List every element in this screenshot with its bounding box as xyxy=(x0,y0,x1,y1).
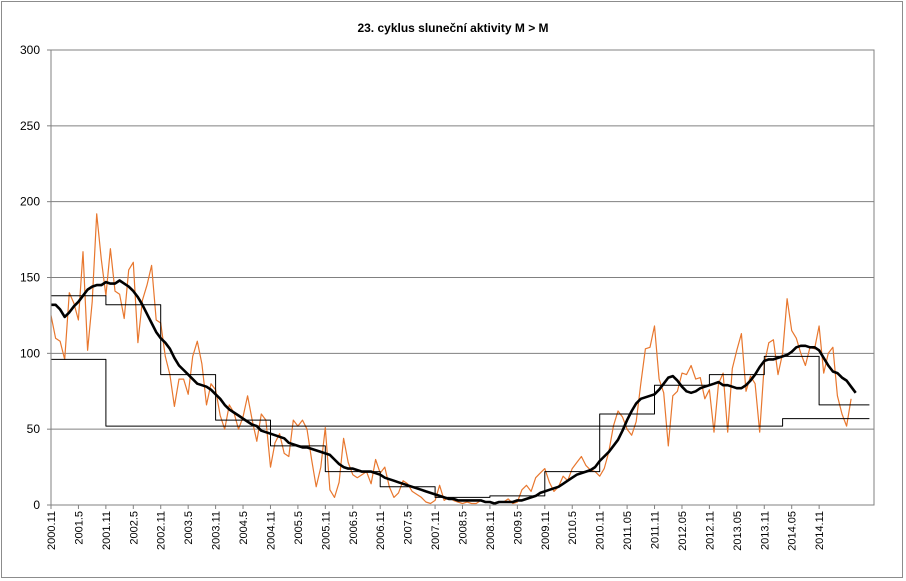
x-tick-label: 2003.5 xyxy=(183,511,195,545)
x-tick-label: 2001.5 xyxy=(73,511,85,545)
series-layer xyxy=(50,213,870,505)
series-line-smoothed xyxy=(51,279,857,505)
x-tick-label: 2013.05 xyxy=(732,511,744,551)
x-tick-label: 2002.5 xyxy=(128,511,140,545)
x-tick-label: 2001.11 xyxy=(101,511,113,550)
y-axis-labels: 0 50 100 150 200 250 300 xyxy=(20,43,40,512)
x-tick-label: 2013.11 xyxy=(759,511,771,550)
chart-title: 23. cyklus sluneční aktivity M > M xyxy=(357,21,548,35)
x-tick-label: 2003.11 xyxy=(211,511,223,550)
series-line-monthly xyxy=(50,213,852,505)
x-tick-label: 2000.11 xyxy=(46,511,58,550)
y-tick-label: 200 xyxy=(20,195,40,209)
x-tick-label: 2014.11 xyxy=(814,511,826,550)
x-tick-label: 2008.11 xyxy=(485,511,497,550)
y-tick-label: 150 xyxy=(20,271,40,285)
x-tick-label: 2011.05 xyxy=(622,511,634,550)
gridlines xyxy=(47,49,874,509)
plot-area-frame xyxy=(50,49,875,506)
x-tick-label: 2005.11 xyxy=(320,511,332,550)
y-tick-label: 250 xyxy=(20,119,40,133)
x-tick-label: 2009.5 xyxy=(512,511,524,545)
x-tick-label: 2002.11 xyxy=(156,511,168,550)
x-tick-label: 2006.11 xyxy=(375,511,387,550)
y-tick-label: 50 xyxy=(27,422,41,436)
x-tick-label: 2010.11 xyxy=(595,511,607,550)
x-tick-label: 2005.5 xyxy=(293,511,305,545)
x-tick-label: 2012.05 xyxy=(677,511,689,551)
x-tick-label: 2007.11 xyxy=(430,511,442,550)
x-axis-labels: 2000.11 2001.5 2001.11 2002.5 2002.11 2003.5 2… xyxy=(46,511,826,551)
y-tick-label: 300 xyxy=(20,43,40,57)
x-tick-label: 2009.11 xyxy=(540,511,552,550)
x-tick-label: 2012.11 xyxy=(704,511,716,550)
series-line-cycle-mean xyxy=(51,358,870,427)
x-tick-label: 2007.5 xyxy=(403,511,415,545)
x-tick-label: 2004.11 xyxy=(265,511,277,550)
x-tick-label: 2011.11 xyxy=(650,511,662,549)
x-tick-label: 2014.05 xyxy=(787,511,799,551)
y-tick-label: 0 xyxy=(33,498,40,512)
y-tick-label: 100 xyxy=(20,346,40,360)
series-line-yearly-mean xyxy=(51,295,870,498)
x-tick-label: 2010.5 xyxy=(567,511,579,545)
x-tick-label: 2006.5 xyxy=(348,511,360,545)
x-tick-label: 2004.5 xyxy=(238,511,250,545)
x-tick-label: 2008.5 xyxy=(458,511,470,545)
